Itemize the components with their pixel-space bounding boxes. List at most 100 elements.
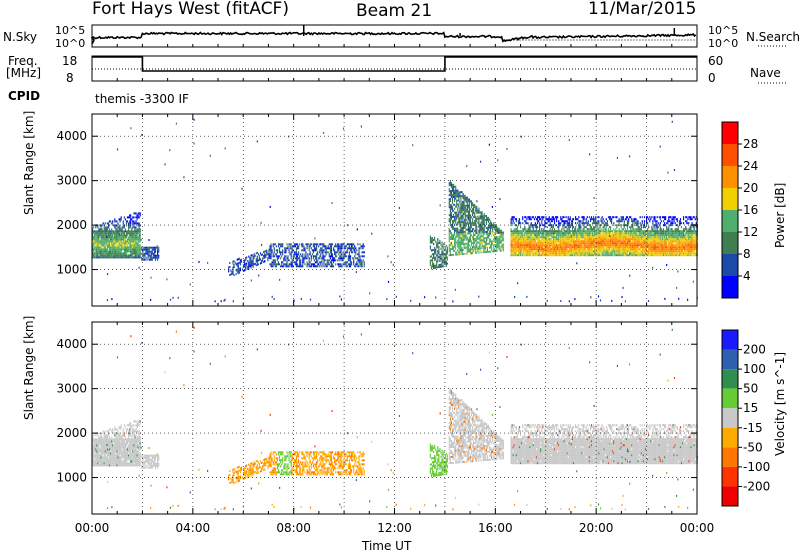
power-cell <box>490 240 492 243</box>
power-cell <box>635 236 637 239</box>
power-cell <box>255 258 257 261</box>
power-cell <box>329 247 331 250</box>
power-cell <box>232 266 234 269</box>
power-cell <box>625 240 628 243</box>
power-cell <box>606 250 608 253</box>
power-cell <box>121 228 123 231</box>
power-cell <box>323 257 325 260</box>
power-cell <box>547 242 549 245</box>
power-cell <box>131 236 133 239</box>
power-cell <box>530 246 532 249</box>
power-cell <box>630 250 632 253</box>
power-cell <box>535 230 538 233</box>
power-cell <box>578 252 580 255</box>
power-cell <box>520 230 522 233</box>
power-cell <box>352 247 354 250</box>
power-cell <box>596 238 598 241</box>
power-cell <box>557 252 559 255</box>
power-cell <box>249 257 251 260</box>
power-cell <box>115 224 117 227</box>
power-cell <box>123 236 125 239</box>
power-cell <box>285 251 287 254</box>
power-cell <box>533 234 535 237</box>
power-cell <box>594 220 596 223</box>
power-cell <box>437 256 439 259</box>
power-cell <box>611 254 613 257</box>
power-cell <box>539 252 541 255</box>
power-cell <box>621 254 623 257</box>
power-cell <box>317 263 319 266</box>
power-cell <box>97 240 99 243</box>
power-cell <box>564 254 566 257</box>
power-cell <box>461 249 463 252</box>
power-cell <box>534 232 536 235</box>
power-cell <box>280 243 282 246</box>
power-cell <box>455 215 457 218</box>
power-cell <box>641 216 643 219</box>
power-cell <box>643 230 646 233</box>
power-cell <box>656 246 658 249</box>
power-cell <box>105 232 107 235</box>
power-cell <box>662 250 665 253</box>
power-cell <box>659 238 661 241</box>
power-cell <box>325 249 327 252</box>
power-cell <box>236 264 238 267</box>
power-cell <box>658 234 660 237</box>
power-cell <box>130 254 132 257</box>
power-cell <box>118 248 120 251</box>
power-cell <box>520 226 522 229</box>
power-cell <box>270 253 272 256</box>
power-cell <box>473 242 475 245</box>
power-cell <box>611 242 613 245</box>
power-cell <box>571 232 574 235</box>
power-cell <box>637 238 639 241</box>
power-cell <box>145 256 147 259</box>
power-cell <box>553 234 556 237</box>
power-cell <box>650 240 652 243</box>
power-cell <box>643 252 646 255</box>
power-cell <box>283 257 285 260</box>
power-cell <box>433 255 435 257</box>
power-cell <box>562 224 564 227</box>
power-cell <box>458 241 460 244</box>
power-cell <box>532 242 534 245</box>
power-cell <box>278 263 281 266</box>
power-cell <box>433 253 435 255</box>
power-cell <box>494 224 496 227</box>
power-cell <box>446 246 448 249</box>
power-cell <box>544 222 546 225</box>
power-cell <box>107 242 110 245</box>
power-cell <box>485 231 487 233</box>
power-cell <box>641 222 643 225</box>
power-cell <box>481 245 483 248</box>
power-cell <box>640 246 642 249</box>
power-cell <box>602 242 604 245</box>
power-cell <box>476 211 478 214</box>
power-cell <box>565 232 567 235</box>
power-cell <box>612 234 614 237</box>
power-cell <box>598 252 600 255</box>
power-cell <box>129 226 131 229</box>
power-cell <box>637 252 639 255</box>
power-cell <box>131 248 133 251</box>
power-cell <box>245 257 247 259</box>
power-cell <box>585 232 587 235</box>
power-cell <box>541 236 543 239</box>
power-cell <box>626 222 629 225</box>
power-cell <box>434 264 436 267</box>
power-cell <box>452 233 455 236</box>
power-cell <box>556 246 558 249</box>
power-cell <box>158 248 160 251</box>
power-cell <box>359 243 361 246</box>
power-cell <box>458 231 460 234</box>
power-cell <box>656 244 658 247</box>
power-cell <box>464 236 466 239</box>
power-cell <box>97 236 99 239</box>
power-cell <box>291 249 293 252</box>
power-cell <box>316 265 318 268</box>
power-cell <box>595 248 597 251</box>
power-cell <box>612 240 614 243</box>
power-cell <box>476 229 478 232</box>
power-cell <box>287 255 289 258</box>
power-cell <box>466 228 468 231</box>
